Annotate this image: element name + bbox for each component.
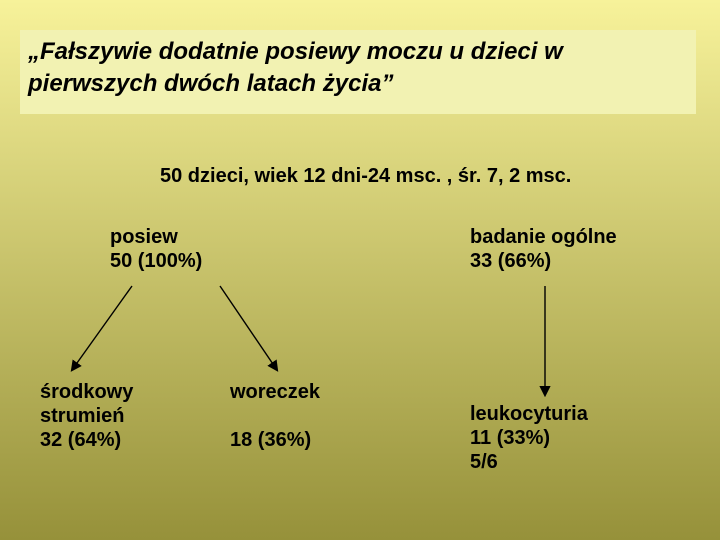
- subtitle: 50 dzieci, wiek 12 dni-24 msc. , śr. 7, …: [160, 165, 571, 188]
- node-srodkowy: środkowy strumień 32 (64%): [40, 380, 133, 452]
- slide: „Fałszywie dodatnie posiewy moczu u dzie…: [0, 0, 720, 540]
- arrow-0: [72, 286, 132, 370]
- node-badanie: badanie ogólne 33 (66%): [470, 225, 617, 273]
- node-woreczek: woreczek 18 (36%): [230, 380, 320, 452]
- node-posiew: posiew 50 (100%): [110, 225, 202, 273]
- node-leuko: leukocyturia 11 (33%) 5/6: [470, 402, 588, 474]
- title-box: „Fałszywie dodatnie posiewy moczu u dzie…: [20, 30, 696, 114]
- arrow-1: [220, 286, 277, 370]
